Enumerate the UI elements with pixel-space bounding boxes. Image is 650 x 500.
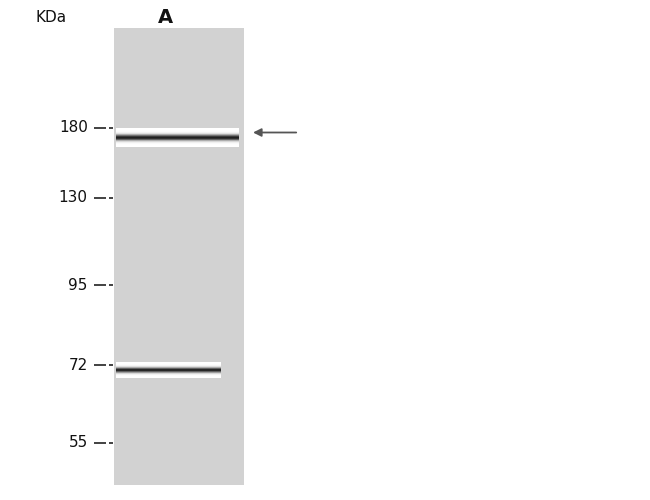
Text: A: A [158, 8, 174, 27]
Text: 180: 180 [59, 120, 88, 135]
Bar [114, 28, 244, 485]
Text: 130: 130 [58, 190, 88, 205]
Text: 72: 72 [68, 358, 88, 372]
Text: KDa: KDa [36, 10, 67, 25]
Text: 95: 95 [68, 278, 88, 292]
Text: 55: 55 [68, 435, 88, 450]
